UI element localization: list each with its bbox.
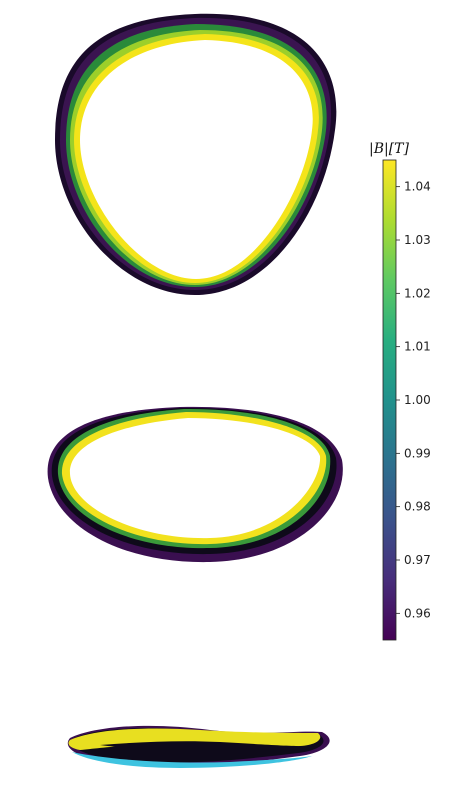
colorbar-tick-label: 0.97 bbox=[404, 553, 431, 567]
surface-hole bbox=[69, 418, 321, 539]
colorbar-tick-label: 1.04 bbox=[404, 180, 431, 194]
colorbar-tick-label: 0.96 bbox=[404, 606, 431, 620]
cross-section-panel-1 bbox=[55, 13, 337, 295]
colorbar-tick-label: 0.98 bbox=[404, 500, 431, 514]
colorbar-title: |B|[T] bbox=[369, 141, 410, 157]
colorbar-tick-label: 1.02 bbox=[404, 286, 431, 300]
colorbar-tick-label: 1.00 bbox=[404, 393, 431, 407]
colorbar-tick-label: 1.01 bbox=[404, 340, 431, 354]
colorbar-tick-label: 0.99 bbox=[404, 446, 431, 460]
colorbar-ticks: 0.96 0.97 0.98 0.99 1.00 1.01 1.02 1.03 1.04 bbox=[396, 180, 431, 620]
colorbar-gradient bbox=[382, 159, 397, 641]
colorbar-tick-label: 1.03 bbox=[404, 233, 431, 247]
cross-section-panel-2 bbox=[47, 406, 343, 563]
surface-band-cyan bbox=[72, 752, 312, 768]
surface-hole bbox=[80, 40, 313, 279]
colorbar: |B|[T] 0.96 0.97 0.98 0.99 1.00 1.01 1.02 1.03 1… bbox=[369, 141, 431, 641]
surface-hole bbox=[100, 741, 300, 751]
cross-section-panel-3 bbox=[67, 725, 330, 768]
